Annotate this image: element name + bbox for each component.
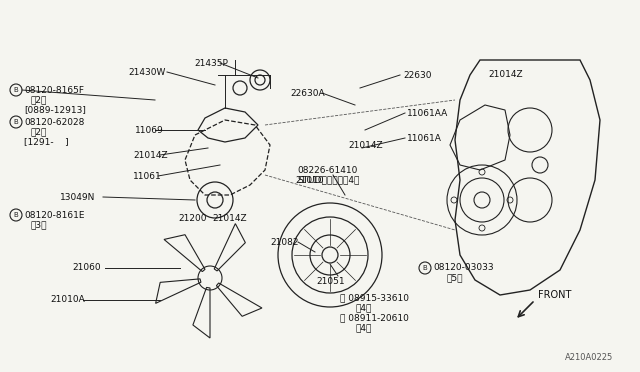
Text: Ⓝ 08911-20610: Ⓝ 08911-20610	[340, 314, 409, 323]
Text: 21430W: 21430W	[128, 67, 165, 77]
Text: （3）: （3）	[30, 221, 47, 230]
Text: 21010A: 21010A	[50, 295, 84, 305]
Text: 08120-8161E: 08120-8161E	[24, 211, 84, 219]
Text: 11061A: 11061A	[407, 134, 442, 142]
Text: B: B	[13, 119, 19, 125]
Text: （2）: （2）	[30, 128, 46, 137]
Text: 13049N: 13049N	[60, 192, 95, 202]
Text: FRONT: FRONT	[538, 290, 572, 300]
Text: 08120-62028: 08120-62028	[24, 118, 84, 126]
Text: 08226-61410: 08226-61410	[297, 166, 357, 174]
Text: （5）: （5）	[447, 273, 463, 282]
Text: 21435P: 21435P	[194, 58, 228, 67]
Text: 21010: 21010	[295, 176, 324, 185]
Text: 08120-8165F: 08120-8165F	[24, 86, 84, 94]
Text: 21200: 21200	[178, 214, 207, 222]
Text: 21060: 21060	[72, 263, 100, 273]
Text: 11061: 11061	[133, 171, 162, 180]
Text: 21014Z: 21014Z	[488, 70, 523, 78]
Text: （2）: （2）	[30, 96, 46, 105]
Text: B: B	[422, 265, 428, 271]
Text: [1291-    ]: [1291- ]	[24, 138, 68, 147]
Text: A210A0225: A210A0225	[565, 353, 613, 362]
Text: 22630A: 22630A	[290, 89, 324, 97]
Text: [0889-12913]: [0889-12913]	[24, 106, 86, 115]
Text: 21082: 21082	[270, 237, 298, 247]
Text: Ⓞ 08915-33610: Ⓞ 08915-33610	[340, 294, 409, 302]
Text: 21014Z: 21014Z	[133, 151, 168, 160]
Text: 21014Z: 21014Z	[348, 141, 383, 150]
Text: B: B	[13, 87, 19, 93]
Text: 21014Z: 21014Z	[212, 214, 246, 222]
Text: 11069: 11069	[135, 125, 164, 135]
Text: （4）: （4）	[356, 304, 372, 312]
Text: 08120-03033: 08120-03033	[433, 263, 493, 273]
Text: 11061AA: 11061AA	[407, 109, 448, 118]
Text: STUDスタッド（4）: STUDスタッド（4）	[297, 176, 360, 185]
Text: B: B	[13, 212, 19, 218]
Text: 22630: 22630	[403, 71, 431, 80]
Text: 21051: 21051	[316, 276, 344, 285]
Text: （4）: （4）	[356, 324, 372, 333]
